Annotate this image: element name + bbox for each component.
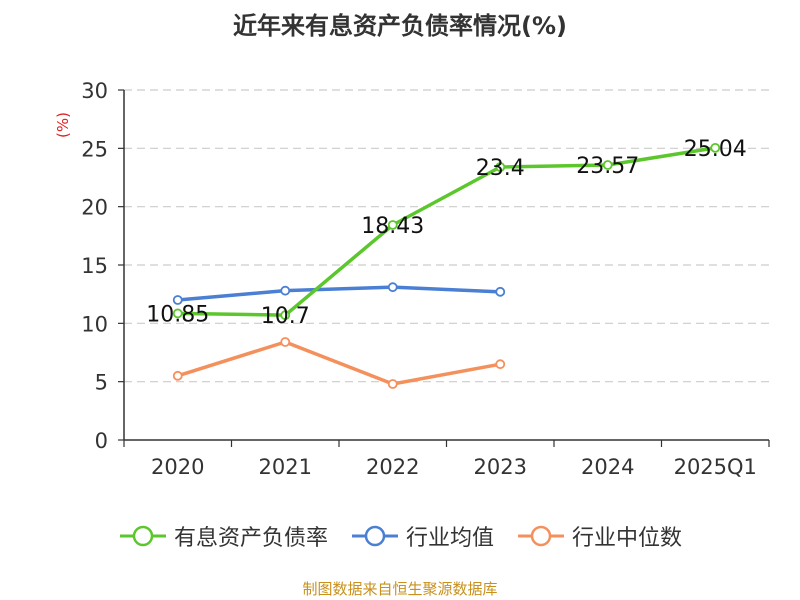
y-axis-label: (%): [54, 112, 72, 138]
data-label: 23.4: [476, 156, 525, 181]
data-label: 25.04: [684, 137, 747, 162]
data-point: [172, 308, 183, 319]
axes: 0 5 10 15 20 25 30 2020 2021 2022 2023 2024 2025Q1 (%…: [54, 79, 770, 479]
data-label: 10.7: [261, 304, 310, 329]
grid-lines: [124, 89, 769, 383]
series-line: [176, 285, 502, 302]
legend-marker-icon: [351, 525, 398, 547]
legend-label: 行业均值: [405, 526, 494, 551]
legend-circle: [530, 525, 552, 547]
y-tick-label: 10: [81, 312, 108, 336]
data-label: 18.43: [361, 214, 424, 239]
data-point: [495, 286, 506, 297]
y-tick-label: 30: [81, 79, 108, 103]
data-point: [495, 162, 506, 172]
legend-marker-icon: [518, 525, 564, 547]
y-tick-label: 25: [81, 137, 108, 161]
data-point: [387, 282, 398, 293]
data-labels: 10.85 10.7 18.43 23.4 23.57 25.04: [146, 137, 746, 329]
x-tick-label: 2021: [259, 455, 312, 479]
y-tick-label: 0: [95, 429, 108, 453]
legend-circle: [364, 525, 386, 547]
data-point: [710, 142, 721, 153]
data-point: [280, 285, 291, 296]
y-tick-label: 20: [81, 196, 108, 220]
data-point: [495, 359, 506, 370]
data-point: [280, 337, 291, 347]
legend: 有息资产负债率 行业均值 行业中位数: [0, 520, 800, 552]
x-tick-label: 2024: [581, 455, 634, 479]
legend-item[interactable]: 行业均值: [350, 520, 494, 552]
legend-label: 行业中位数: [572, 526, 683, 551]
series-lines: [172, 142, 721, 389]
x-tick-label: 2020: [151, 455, 204, 479]
data-label: 10.85: [146, 302, 209, 327]
legend-item[interactable]: 有息资产负债率: [118, 520, 328, 552]
data-point: [172, 295, 183, 305]
data-point: [602, 160, 613, 170]
data-point: [387, 220, 398, 230]
series-line: [176, 146, 717, 317]
legend-item[interactable]: 行业中位数: [516, 520, 682, 552]
legend-marker-icon: [119, 525, 166, 547]
data-label: 23.57: [576, 154, 639, 179]
data-point: [280, 310, 291, 321]
chart-title: 近年来有息资产负债率情况(%): [233, 12, 567, 40]
x-tick-label: 2025Q1: [674, 455, 757, 479]
legend-label: 有息资产负债率: [173, 526, 328, 551]
x-tick-label: 2023: [474, 455, 527, 479]
y-tick-label: 15: [81, 254, 108, 278]
legend-circle: [132, 525, 154, 547]
x-tick-label: 2022: [366, 455, 419, 479]
series-line: [176, 340, 502, 386]
data-point: [172, 370, 183, 381]
data-point: [387, 379, 398, 389]
y-tick-label: 5: [95, 371, 108, 395]
source-footer: 制图数据来自恒生聚源数据库: [302, 580, 498, 598]
